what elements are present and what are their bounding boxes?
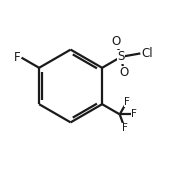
Text: Cl: Cl	[141, 47, 153, 60]
Text: F: F	[124, 97, 130, 107]
Text: O: O	[111, 35, 120, 48]
Text: F: F	[14, 51, 21, 64]
Text: F: F	[131, 109, 137, 119]
Text: S: S	[118, 50, 125, 63]
Text: F: F	[122, 123, 127, 133]
Text: O: O	[119, 66, 129, 79]
